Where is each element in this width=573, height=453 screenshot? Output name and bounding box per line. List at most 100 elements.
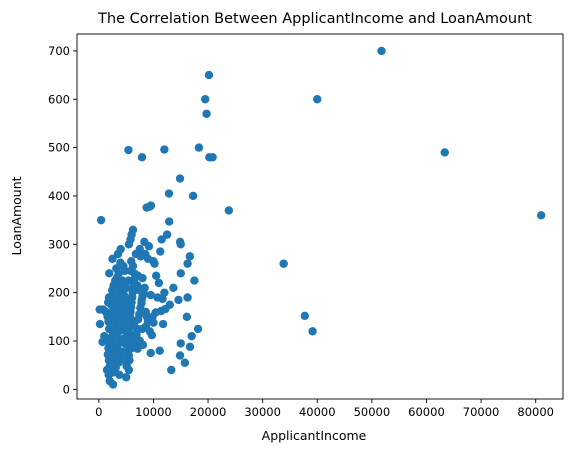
data-point — [144, 242, 154, 251]
y-axis-label: LoanAmount — [9, 176, 24, 255]
data-point — [224, 206, 234, 215]
data-point — [156, 247, 165, 256]
data-point — [124, 318, 133, 327]
data-point — [137, 153, 147, 162]
data-point — [119, 338, 128, 348]
data-point — [104, 344, 113, 353]
x-tick-label: 60000 — [408, 405, 445, 419]
plot-frame — [76, 33, 564, 400]
data-point — [96, 215, 106, 225]
data-point — [150, 259, 159, 268]
y-tick-label: 300 — [48, 237, 70, 251]
x-tick-label: 80000 — [517, 405, 554, 419]
data-point — [124, 145, 133, 155]
data-point — [108, 380, 118, 389]
data-point — [440, 148, 449, 157]
y-tick-label: 700 — [48, 44, 70, 58]
data-point — [95, 319, 105, 329]
data-point — [187, 331, 196, 341]
y-tick-label: 100 — [48, 334, 70, 348]
axis-ticks: 0 10000 20000 30000 40000 50000 60000 70000 8000… — [48, 44, 554, 419]
data-point — [176, 269, 185, 278]
data-point — [143, 317, 153, 326]
data-point — [137, 295, 146, 305]
data-point — [158, 294, 167, 304]
x-axis-label: ApplicantIncome — [262, 428, 367, 443]
data-point — [208, 153, 217, 162]
data-point — [146, 201, 156, 210]
data-point — [164, 217, 174, 226]
data-point — [122, 283, 131, 293]
data-point — [377, 46, 386, 56]
data-point — [182, 312, 192, 322]
data-point — [313, 95, 322, 104]
data-point — [106, 300, 116, 309]
data-point — [157, 235, 166, 244]
data-point — [116, 244, 125, 254]
data-point — [202, 109, 211, 118]
x-tick-label: 40000 — [299, 405, 336, 419]
data-point — [183, 259, 192, 268]
data-point — [124, 276, 133, 285]
data-point — [151, 271, 161, 280]
data-point — [143, 254, 153, 263]
data-point — [107, 360, 117, 370]
data-point — [135, 286, 144, 295]
data-point — [130, 273, 140, 283]
data-point — [279, 259, 288, 268]
data-point — [162, 230, 172, 239]
x-tick-label: 50000 — [354, 405, 391, 419]
data-point — [147, 330, 157, 340]
data-point — [185, 252, 195, 261]
data-point — [194, 143, 204, 152]
data-point — [175, 351, 185, 360]
y-tick-label: 0 — [63, 382, 70, 396]
x-tick-label: 0 — [95, 405, 102, 419]
data-point — [128, 261, 138, 271]
data-point — [188, 191, 198, 201]
data-point — [136, 252, 145, 261]
data-point — [175, 174, 185, 183]
data-point — [116, 258, 125, 267]
data-point — [119, 290, 129, 300]
data-point — [98, 337, 107, 347]
data-point — [185, 342, 195, 351]
data-point — [158, 319, 168, 329]
data-point — [135, 310, 144, 319]
data-point — [308, 327, 317, 336]
x-tick-label: 20000 — [190, 405, 227, 419]
data-point — [146, 348, 155, 358]
data-point — [132, 324, 142, 334]
data-point — [174, 295, 183, 305]
data-point — [164, 189, 174, 198]
x-tick-label: 10000 — [135, 405, 172, 419]
data-points — [95, 46, 546, 389]
data-point — [154, 278, 164, 288]
data-point — [169, 283, 178, 293]
x-tick-label: 70000 — [463, 405, 500, 419]
data-point — [95, 305, 104, 314]
data-point — [121, 373, 131, 382]
chart-title: The Correlation Between ApplicantIncome … — [97, 11, 532, 27]
data-point — [146, 290, 155, 300]
data-point — [300, 311, 310, 321]
data-point — [135, 336, 144, 346]
data-point — [204, 70, 214, 80]
data-point — [155, 346, 164, 355]
data-point — [193, 324, 203, 334]
y-tick-label: 400 — [48, 189, 70, 203]
data-point — [190, 276, 199, 285]
data-point — [124, 365, 134, 375]
data-point — [183, 293, 192, 302]
y-tick-label: 200 — [48, 286, 70, 300]
data-point — [118, 347, 127, 356]
data-point — [176, 339, 185, 348]
y-tick-label: 600 — [48, 92, 70, 106]
data-point — [201, 95, 210, 104]
data-point — [108, 254, 117, 263]
data-point — [176, 240, 185, 249]
data-point — [126, 235, 135, 244]
data-point — [138, 273, 147, 283]
data-point — [109, 368, 118, 377]
